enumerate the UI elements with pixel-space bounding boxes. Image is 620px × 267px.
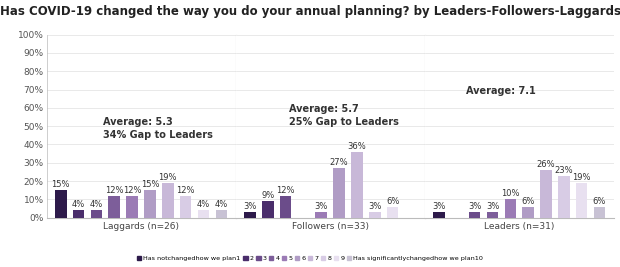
Text: 6%: 6% (521, 197, 535, 206)
Bar (73, 210, 84, 218)
Text: 12%: 12% (123, 186, 141, 195)
Bar (216, 210, 227, 218)
Bar (55, 190, 66, 218)
Text: 4%: 4% (215, 200, 228, 209)
Bar (369, 212, 381, 218)
X-axis label: Leaders (n=31): Leaders (n=31) (484, 222, 554, 231)
Text: Average: 5.7
25% Gap to Leaders: Average: 5.7 25% Gap to Leaders (288, 104, 399, 127)
Text: 15%: 15% (141, 180, 159, 189)
Text: 3%: 3% (368, 202, 381, 211)
Legend: Has notchangedhow we plan1, 2, 3, 4, 5, 6, 7, 8, 9, Has significantlychangedhow : Has notchangedhow we plan1, 2, 3, 4, 5, … (135, 253, 485, 264)
Bar (144, 190, 156, 218)
Text: 12%: 12% (277, 186, 294, 195)
Text: 3%: 3% (468, 202, 481, 211)
Text: 27%: 27% (330, 158, 348, 167)
Text: 3%: 3% (243, 202, 257, 211)
Bar (540, 170, 552, 218)
Text: 3%: 3% (314, 202, 328, 211)
Bar (244, 212, 255, 218)
Text: 6%: 6% (386, 197, 399, 206)
Bar (334, 168, 345, 218)
Text: 3%: 3% (486, 202, 499, 211)
Text: 9%: 9% (261, 191, 274, 200)
Bar (505, 199, 516, 218)
Bar (280, 196, 291, 218)
Text: 4%: 4% (197, 200, 210, 209)
Bar (576, 183, 588, 218)
Bar (91, 210, 102, 218)
Bar (262, 201, 273, 218)
Text: Has COVID-19 changed the way you do your annual planning? by Leaders-Followers-L: Has COVID-19 changed the way you do your… (0, 5, 620, 18)
Bar (387, 207, 399, 218)
Bar (433, 212, 445, 218)
Bar (523, 207, 534, 218)
Bar (487, 212, 498, 218)
Text: Average: 7.1: Average: 7.1 (466, 86, 536, 96)
Text: 23%: 23% (554, 166, 573, 175)
Bar (126, 196, 138, 218)
Text: 26%: 26% (537, 160, 556, 169)
Bar (469, 212, 481, 218)
X-axis label: Laggards (n=26): Laggards (n=26) (103, 222, 179, 231)
Text: 6%: 6% (593, 197, 606, 206)
Bar (162, 183, 174, 218)
Text: Average: 5.3
34% Gap to Leaders: Average: 5.3 34% Gap to Leaders (103, 117, 213, 140)
Bar (198, 210, 210, 218)
Text: 12%: 12% (105, 186, 123, 195)
Bar (108, 196, 120, 218)
Text: 10%: 10% (501, 189, 520, 198)
X-axis label: Followers (n=33): Followers (n=33) (291, 222, 369, 231)
Text: 12%: 12% (177, 186, 195, 195)
Text: 19%: 19% (572, 173, 591, 182)
Bar (180, 196, 192, 218)
Bar (558, 175, 570, 218)
Text: 15%: 15% (51, 180, 70, 189)
Text: 3%: 3% (432, 202, 446, 211)
Bar (594, 207, 605, 218)
Text: 4%: 4% (90, 200, 103, 209)
Text: 4%: 4% (72, 200, 85, 209)
Text: 19%: 19% (159, 173, 177, 182)
Bar (351, 152, 363, 218)
Text: 36%: 36% (348, 142, 366, 151)
Bar (316, 212, 327, 218)
